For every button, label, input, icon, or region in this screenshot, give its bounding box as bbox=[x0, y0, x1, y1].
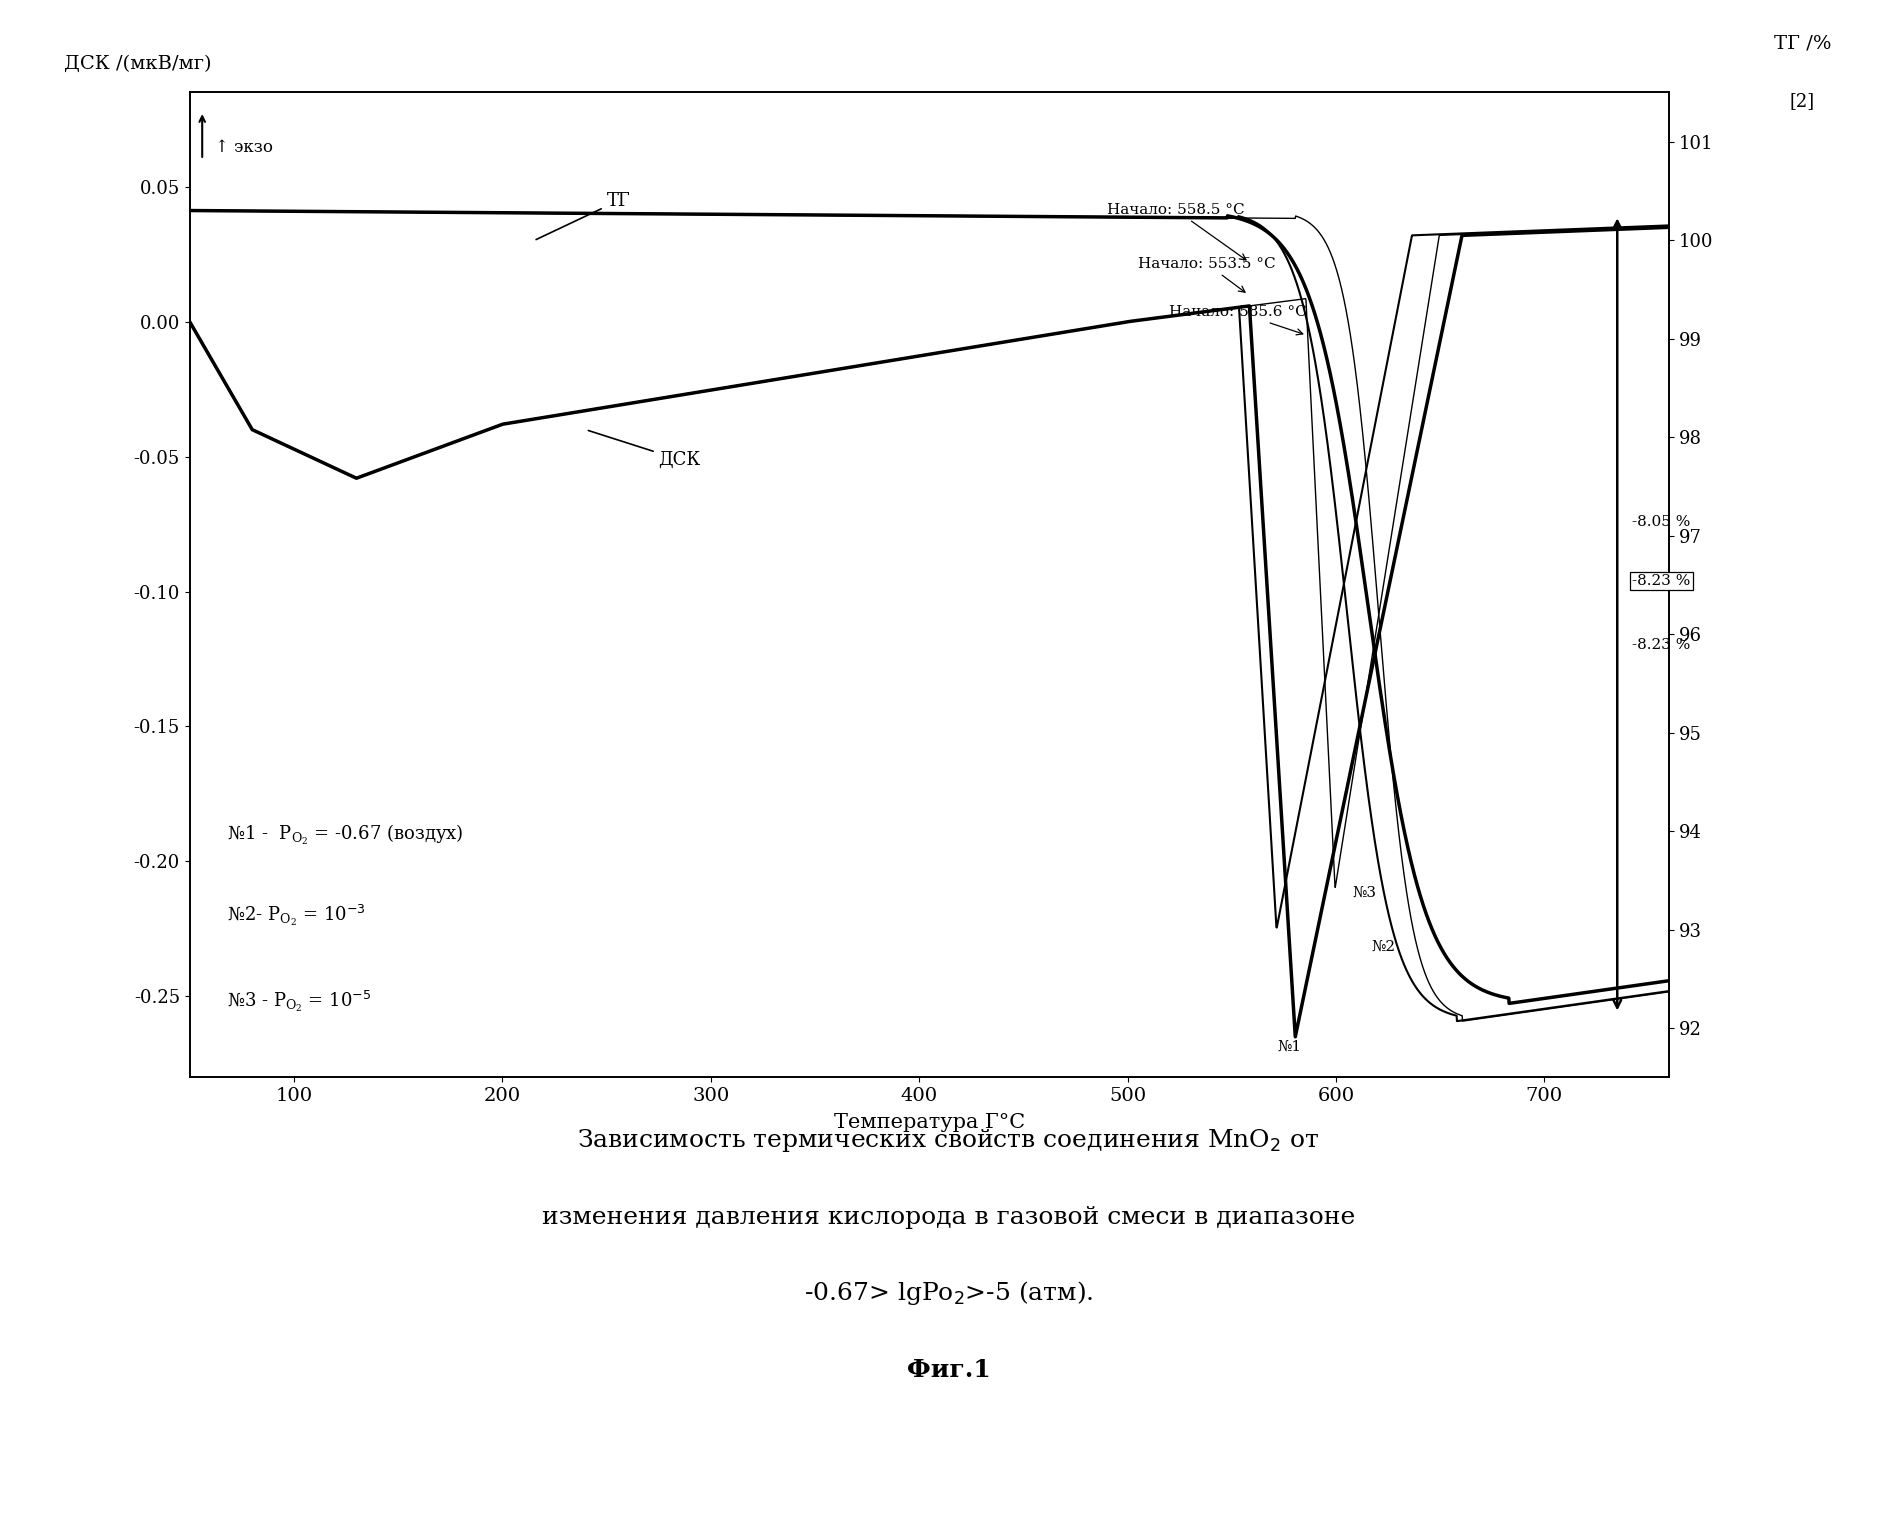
Text: -8.23 %: -8.23 % bbox=[1631, 574, 1690, 588]
Text: №3 - $\mathregular{P_{O_2}}$ = 10$^{-5}$: №3 - $\mathregular{P_{O_2}}$ = 10$^{-5}$ bbox=[228, 990, 372, 1014]
Text: -0.67> lgPo$_2$>-5 (атм).: -0.67> lgPo$_2$>-5 (атм). bbox=[804, 1279, 1093, 1308]
Text: №3: №3 bbox=[1353, 885, 1377, 899]
X-axis label: Температура Г°С: Температура Г°С bbox=[835, 1113, 1024, 1133]
Text: №1 -  $\mathregular{P_{O_2}}$ = -0.67 (воздух): №1 - $\mathregular{P_{O_2}}$ = -0.67 (во… bbox=[228, 823, 463, 846]
Text: [2]: [2] bbox=[1791, 92, 1815, 111]
Text: -8.23 %: -8.23 % bbox=[1631, 637, 1690, 653]
Text: №1: №1 bbox=[1277, 1039, 1301, 1053]
Text: №2- $\mathregular{P_{O_2}}$ = 10$^{-3}$: №2- $\mathregular{P_{O_2}}$ = 10$^{-3}$ bbox=[228, 903, 366, 928]
Text: Начало: 553.5 °С: Начало: 553.5 °С bbox=[1138, 257, 1275, 292]
Text: Зависимость термических свойств соединения MnO$_2$ от: Зависимость термических свойств соединен… bbox=[577, 1127, 1320, 1154]
Text: ↑ экзо: ↑ экзо bbox=[214, 139, 273, 155]
Text: изменения давления кислорода в газовой смеси в диапазоне: изменения давления кислорода в газовой с… bbox=[543, 1205, 1354, 1228]
Text: №2: №2 bbox=[1372, 939, 1396, 954]
Text: Фиг.1: Фиг.1 bbox=[907, 1359, 990, 1382]
Text: Начало: 585.6 °С: Начало: 585.6 °С bbox=[1169, 305, 1307, 336]
Text: ТГ /%: ТГ /% bbox=[1774, 35, 1831, 52]
Text: ДСК /(мкВ/мг): ДСК /(мкВ/мг) bbox=[64, 55, 211, 72]
Text: Начало: 558.5 °С: Начало: 558.5 °С bbox=[1106, 203, 1246, 260]
Text: ДСК: ДСК bbox=[588, 431, 700, 469]
Text: ТГ: ТГ bbox=[537, 192, 630, 240]
Text: -8.05 %: -8.05 % bbox=[1631, 514, 1690, 529]
